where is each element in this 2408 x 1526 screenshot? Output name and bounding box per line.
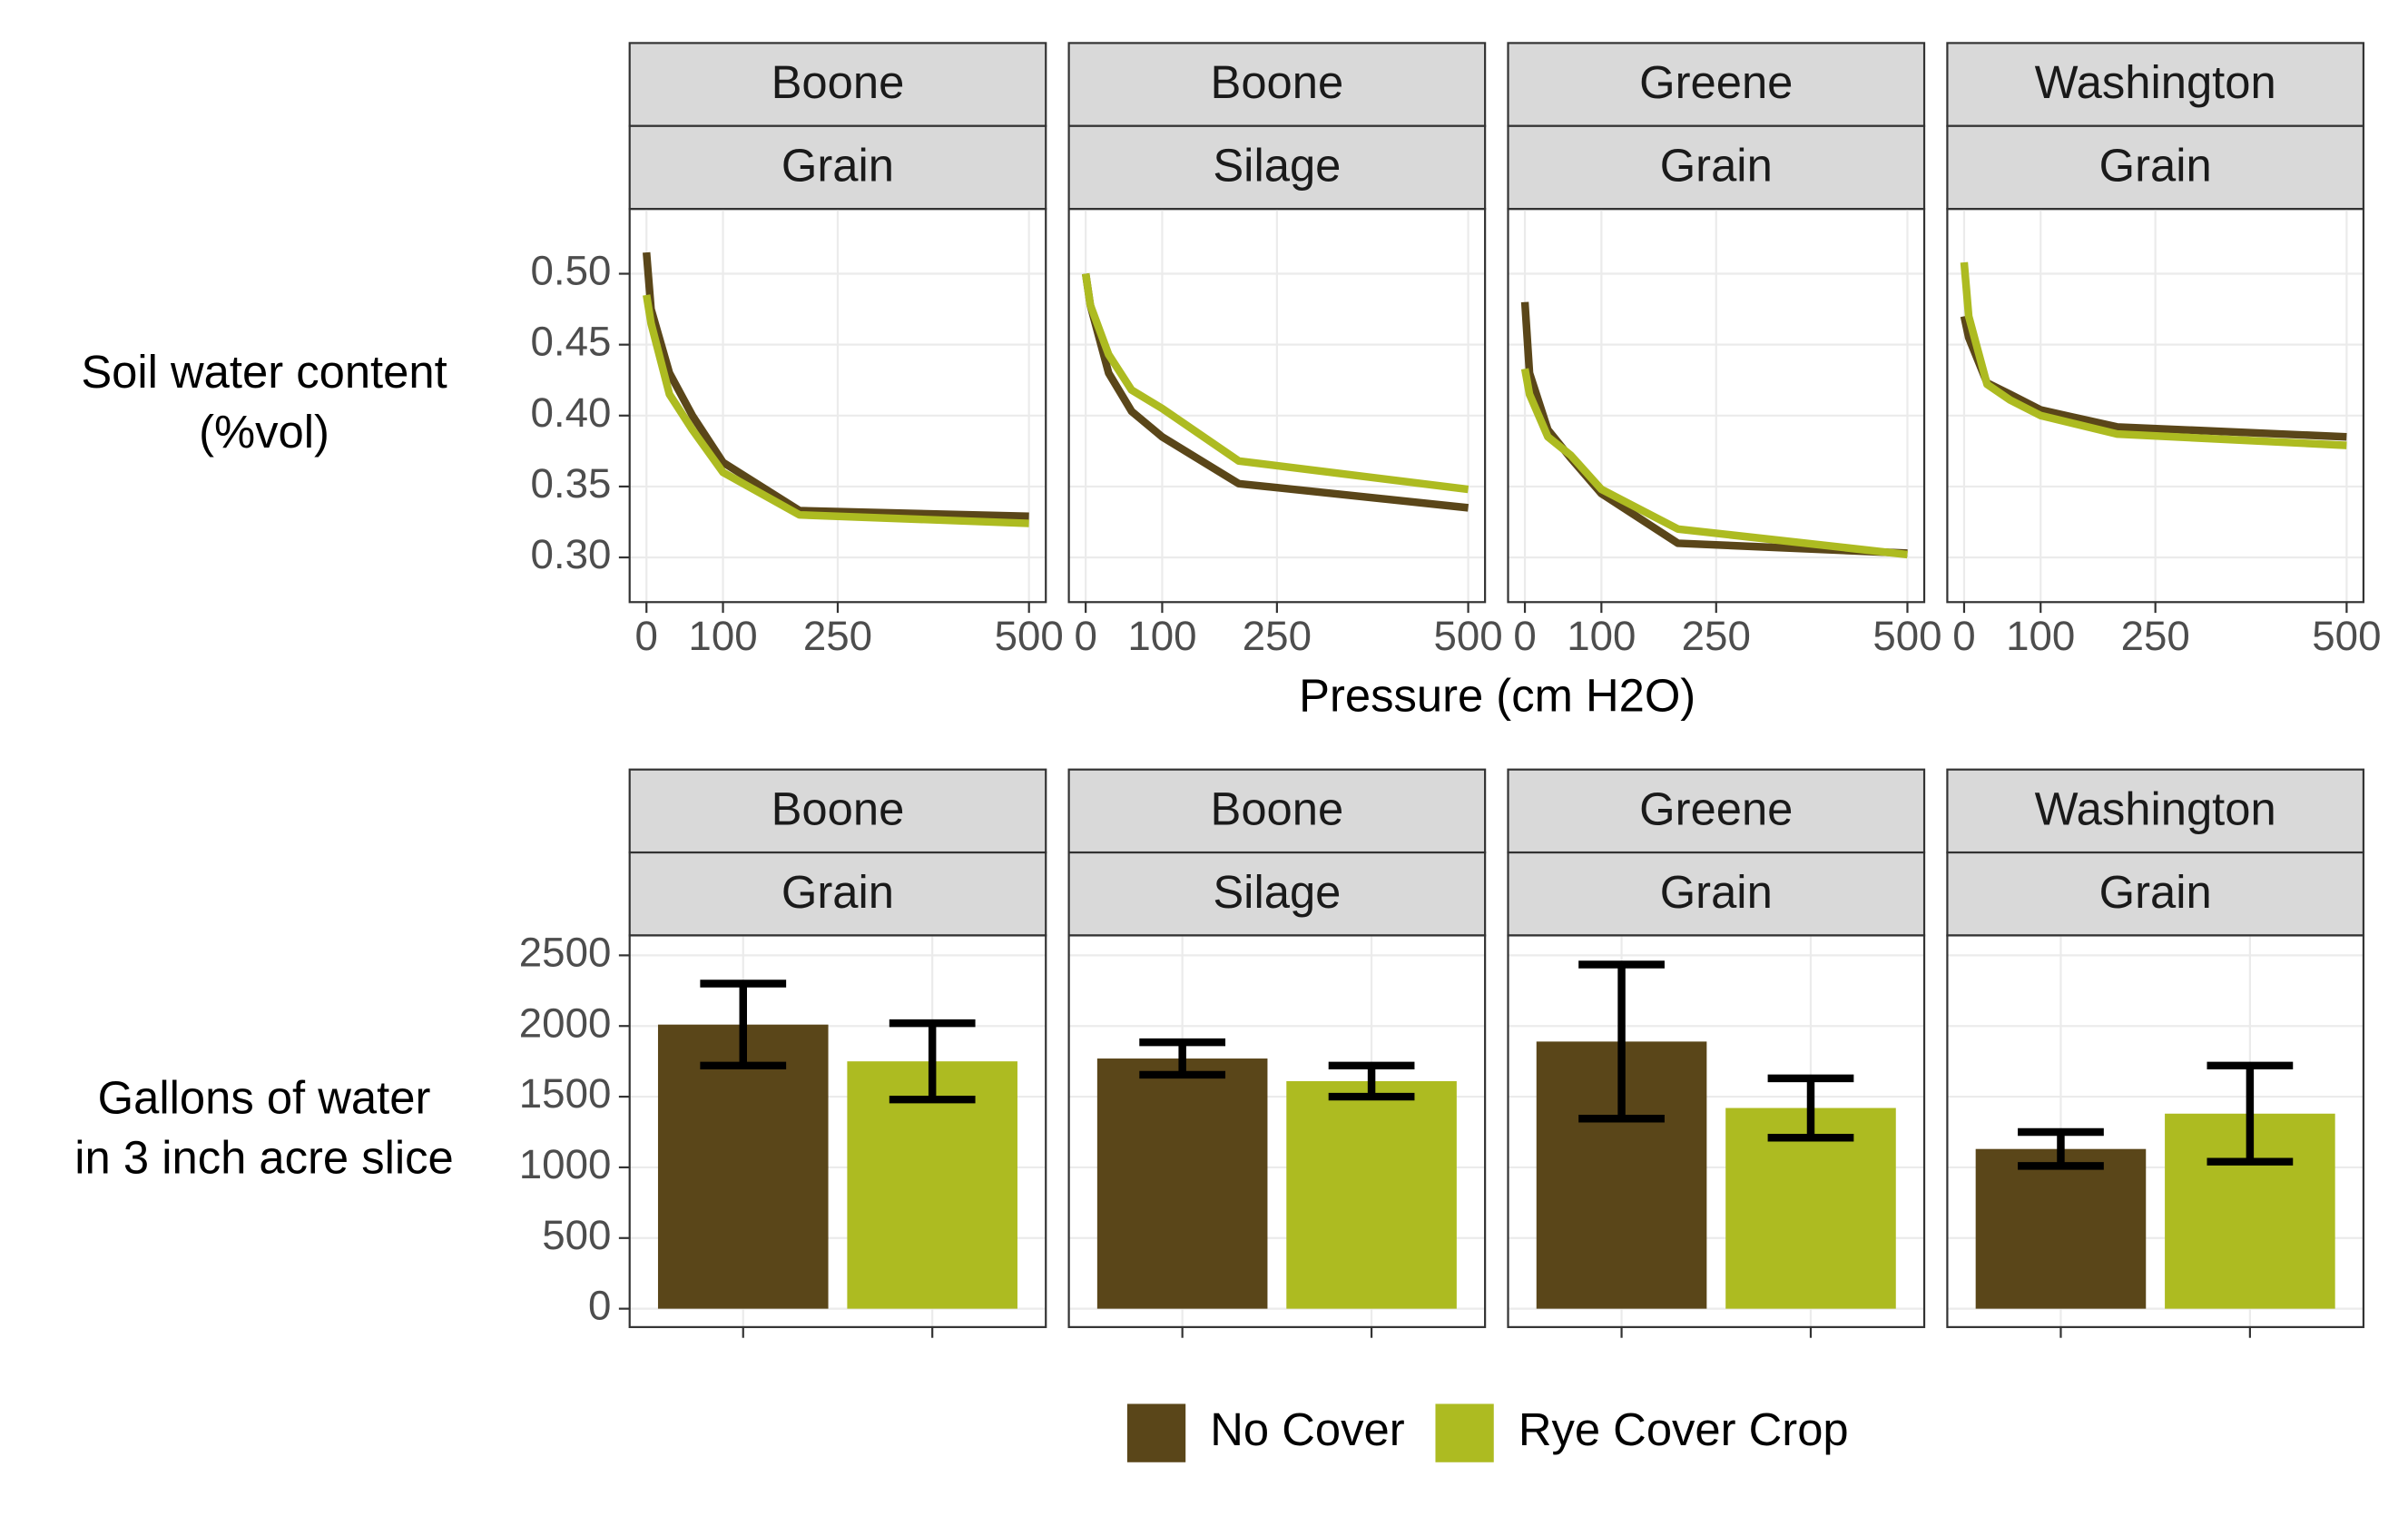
panel-border xyxy=(628,208,1047,604)
error-bar xyxy=(2207,1061,2294,1166)
y-tick-label: 0 xyxy=(588,1283,611,1329)
error-bar xyxy=(889,1019,976,1104)
strip xyxy=(1946,42,2365,127)
y-axis-label: Gallons of water xyxy=(98,1072,431,1124)
strip-label: Greene xyxy=(1639,783,1793,834)
x-tick-label: 250 xyxy=(1682,613,1751,659)
strip xyxy=(1946,124,2365,211)
bar xyxy=(657,1024,829,1309)
strip-label: Washington xyxy=(2035,56,2276,108)
line xyxy=(643,294,1029,527)
y-tick-label: 0.35 xyxy=(530,460,611,507)
strip xyxy=(1507,768,1926,854)
x-tick-label: 0 xyxy=(1513,613,1536,659)
legend-swatch xyxy=(1435,1403,1494,1462)
error-bar xyxy=(1578,960,1665,1123)
strip-label: Boone xyxy=(772,56,905,108)
panel-border xyxy=(628,934,1047,1328)
legend-label: No Cover xyxy=(1210,1403,1404,1455)
strip xyxy=(628,851,1047,937)
strip xyxy=(628,768,1047,854)
error-bar xyxy=(2018,1127,2104,1170)
x-tick-label: 250 xyxy=(803,613,872,659)
x-tick-label: 250 xyxy=(2121,613,2190,659)
error-bar xyxy=(700,980,787,1070)
x-tick-label: 500 xyxy=(1872,613,1941,659)
strip-label: Greene xyxy=(1639,56,1793,108)
y-tick-label: 0.40 xyxy=(530,389,611,436)
y-tick-label: 0.45 xyxy=(530,319,611,365)
strip xyxy=(628,124,1047,211)
x-tick-label: 100 xyxy=(1127,613,1196,659)
legend-swatch xyxy=(1126,1403,1186,1462)
panel-border xyxy=(1067,934,1487,1328)
x-tick-label: 100 xyxy=(2006,613,2075,659)
x-tick-label: 0 xyxy=(1952,613,1975,659)
y-tick-label: 0.30 xyxy=(530,531,611,577)
strip-label: Grain xyxy=(781,866,894,918)
x-tick-label: 500 xyxy=(1433,613,1502,659)
bar xyxy=(1975,1148,2147,1309)
x-axis-label: Pressure (cm H2O) xyxy=(1299,669,1695,721)
strip-label: Grain xyxy=(781,140,894,192)
line xyxy=(1960,261,2347,449)
strip-label: Boone xyxy=(1210,783,1343,834)
strip-label: Boone xyxy=(772,783,905,834)
error-bar xyxy=(1139,1038,1226,1079)
strip xyxy=(1067,42,1487,127)
strip xyxy=(1946,851,2365,937)
x-tick-label: 500 xyxy=(2312,613,2381,659)
error-bar xyxy=(1767,1074,1854,1142)
y-axis-label: in 3 inch acre slice xyxy=(74,1132,453,1184)
strip xyxy=(628,42,1047,127)
y-axis-label: (%vol) xyxy=(199,406,329,458)
bar xyxy=(1096,1058,1268,1309)
strip-label: Grain xyxy=(1660,140,1773,192)
strip-label: Silage xyxy=(1213,866,1341,918)
x-tick-label: 250 xyxy=(1243,613,1312,659)
strip-label: Grain xyxy=(1660,866,1773,918)
legend-label: Rye Cover Crop xyxy=(1519,1403,1849,1455)
strip xyxy=(1067,768,1487,854)
strip-label: Boone xyxy=(1210,56,1343,108)
x-tick-label: 500 xyxy=(995,613,1064,659)
y-tick-label: 500 xyxy=(542,1212,611,1258)
y-tick-label: 1500 xyxy=(519,1070,612,1117)
strip xyxy=(1507,124,1926,211)
strip-label: Grain xyxy=(2099,140,2212,192)
strip-label: Grain xyxy=(2099,866,2212,918)
x-tick-label: 100 xyxy=(688,613,757,659)
line xyxy=(1081,272,1469,494)
strip-label: Silage xyxy=(1213,140,1341,192)
strip xyxy=(1946,768,2365,854)
panel-border xyxy=(1067,208,1487,604)
panel-border xyxy=(1507,934,1926,1328)
y-axis-label: Soil water content xyxy=(81,346,447,398)
x-tick-label: 0 xyxy=(635,613,658,659)
x-tick-label: 100 xyxy=(1567,613,1636,659)
y-tick-label: 2500 xyxy=(519,929,612,975)
panel-border xyxy=(1946,208,2365,604)
panel-border xyxy=(1946,934,2365,1328)
bar xyxy=(1286,1080,1457,1309)
error-bar xyxy=(1328,1061,1415,1101)
line xyxy=(1960,315,2347,441)
y-tick-label: 2000 xyxy=(519,999,612,1046)
x-tick-label: 0 xyxy=(1074,613,1096,659)
y-tick-label: 0.50 xyxy=(530,248,611,294)
strip xyxy=(1507,851,1926,937)
line xyxy=(1520,368,1908,559)
strip-label: Washington xyxy=(2035,783,2276,834)
panel-border xyxy=(1507,208,1926,604)
y-tick-label: 1000 xyxy=(519,1141,612,1187)
strip xyxy=(1507,42,1926,127)
